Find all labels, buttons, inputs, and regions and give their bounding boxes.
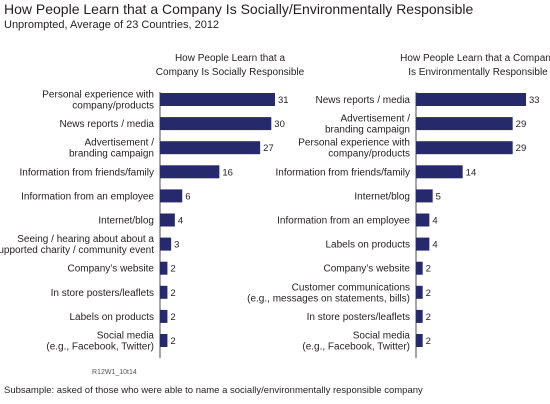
category-label: Labels on products: [69, 312, 154, 323]
value-label: 3: [174, 240, 179, 251]
value-label: 29: [516, 143, 527, 154]
value-label: 2: [170, 312, 175, 323]
bar: [160, 189, 183, 203]
category-label: Internet/blog: [98, 216, 154, 227]
value-label: 2: [426, 336, 431, 347]
value-label: 2: [426, 312, 431, 323]
category-label: News reports / media: [60, 119, 155, 130]
value-label: 2: [426, 288, 431, 299]
bar: [160, 309, 168, 323]
value-label: 4: [432, 240, 437, 251]
value-label: 30: [274, 119, 285, 130]
value-label: 4: [432, 216, 437, 227]
bar: [416, 261, 423, 275]
bar: [416, 309, 423, 323]
left-chart-panel: 31 Personal experience with company/produc…: [0, 90, 289, 358]
right-chart-title: How People Learn that a Company Is Enviro…: [400, 53, 550, 78]
category-label: Internet/blog: [354, 191, 410, 202]
category-label: Company’s website: [67, 264, 154, 275]
chart-subtitle: Unprompted, Average of 23 Countries, 201…: [4, 19, 220, 31]
bar: [416, 141, 513, 155]
bar: [416, 189, 433, 203]
bar: [160, 213, 175, 227]
category-label: In store posters/leaflets: [307, 312, 410, 323]
value-label: 31: [278, 95, 289, 106]
bar: [160, 93, 275, 106]
value-label: 2: [426, 264, 431, 275]
category-label: News reports / media: [316, 95, 411, 106]
category-label: Personal experience with company/products: [42, 90, 154, 112]
bar: [160, 141, 261, 155]
category-label: Labels on products: [325, 240, 410, 251]
value-label: 2: [170, 288, 175, 299]
source-code: R12W1_10t14: [92, 369, 137, 376]
category-label: Seeing / hearing about about a supported …: [0, 234, 154, 256]
bar: [416, 93, 526, 106]
category-label: Social media (e.g., Facebook, Twitter): [46, 331, 154, 353]
value-label: 4: [178, 216, 183, 227]
bar: [160, 285, 168, 299]
category-label: In store posters/leaflets: [51, 288, 154, 299]
bar: [160, 117, 272, 131]
category-label: Personal experience with company/products: [298, 138, 410, 160]
category-label: Information from an employee: [21, 191, 154, 202]
category-label: Company’s website: [323, 264, 410, 275]
bar: [416, 334, 423, 347]
bar: [416, 117, 513, 131]
value-label: 14: [466, 167, 477, 178]
category-label: Information from friends/family: [20, 167, 155, 178]
value-label: 16: [222, 167, 233, 178]
bar: [416, 237, 430, 251]
bar: [160, 261, 168, 275]
category-label: Information from an employee: [277, 216, 410, 227]
category-label: Social media (e.g., Facebook, Twitter): [302, 331, 410, 353]
category-label: Customer communications (e.g., messages o…: [247, 282, 410, 304]
bar: [160, 334, 168, 347]
value-label: 6: [185, 191, 190, 202]
value-label: 2: [170, 336, 175, 347]
category-label: Advertisement / branding campaign: [69, 138, 154, 160]
left-chart-title: How People Learn that a Company Is Social…: [156, 53, 305, 78]
right-chart-panel: 33 News reports / media 29 Advertisement / b…: [247, 92, 540, 358]
value-label: 29: [516, 119, 527, 130]
bar: [416, 285, 423, 299]
chart-title: How People Learn that a Company Is Socia…: [4, 1, 474, 17]
bar: [160, 165, 220, 179]
bar: [416, 165, 463, 179]
value-label: 27: [263, 143, 274, 154]
category-label: Information from friends/family: [276, 167, 411, 178]
value-label: 5: [436, 191, 441, 202]
bar: [160, 237, 172, 251]
value-label: 2: [170, 264, 175, 275]
value-label: 33: [529, 95, 540, 106]
bar: [416, 213, 430, 227]
category-label: Advertisement / branding campaign: [325, 114, 410, 136]
footnote: Subsample: asked of those who were able …: [4, 385, 423, 396]
